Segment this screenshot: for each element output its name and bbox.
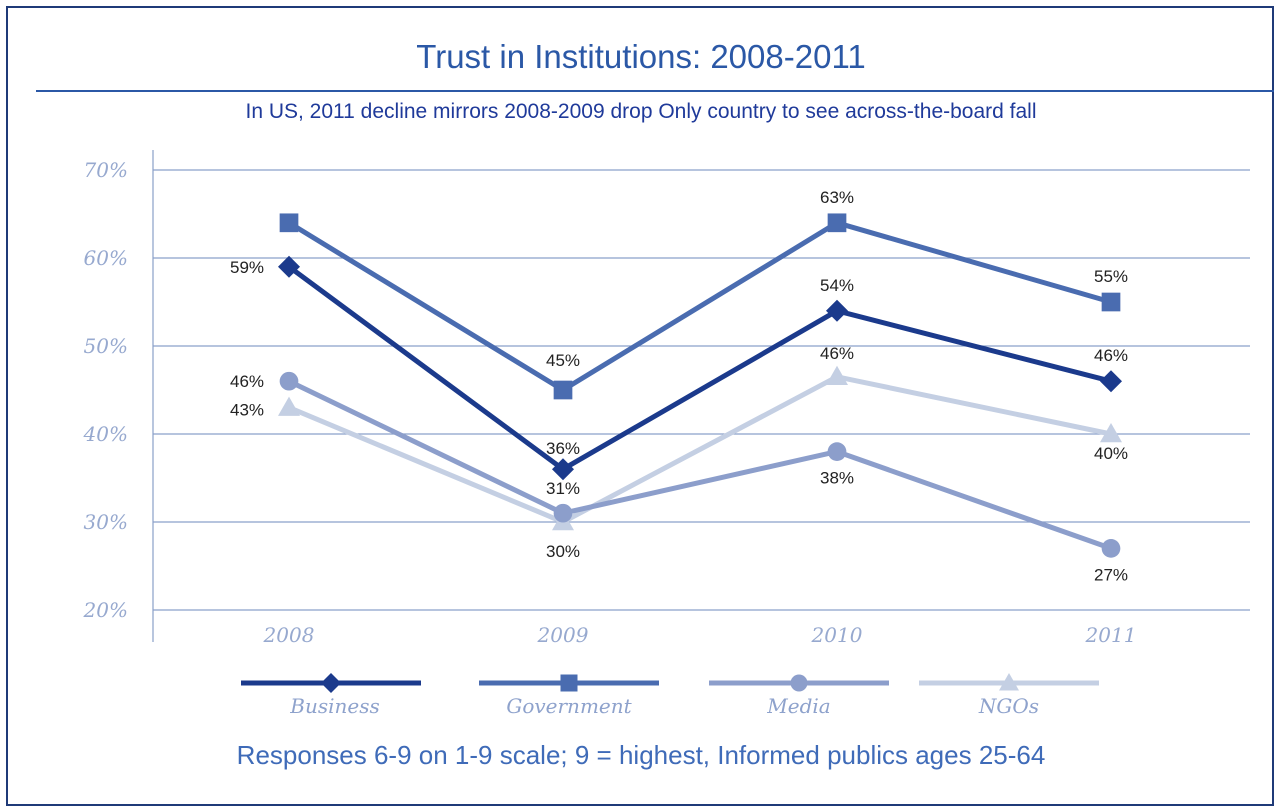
data-point-government (279, 213, 299, 233)
data-label-media: 46% (230, 372, 264, 391)
legend-label-media: Media (766, 694, 830, 718)
data-point-ngos (826, 365, 848, 386)
data-point-media (553, 503, 573, 523)
y-tick-label: 20% (83, 598, 128, 622)
data-point-government (827, 213, 847, 233)
data-point-ngos (1100, 423, 1122, 443)
x-tick-label: 2010 (811, 623, 863, 647)
y-tick-label: 30% (84, 510, 128, 534)
x-tick-label: 2008 (263, 623, 315, 647)
data-label-media: 38% (820, 469, 854, 488)
data-point-government (553, 380, 573, 400)
data-label-ngos: 40% (1094, 444, 1128, 463)
y-tick-label: 50% (84, 334, 128, 358)
legend-marker-government (560, 674, 578, 692)
data-label-ngos: 30% (546, 542, 580, 561)
legend-label-business: Business (289, 694, 379, 718)
series-line-business (287, 264, 1112, 472)
data-label-government: 55% (1094, 267, 1128, 286)
legend-label-government: Government (506, 694, 632, 718)
y-tick-label: 70% (84, 158, 128, 182)
legend-marker-business (321, 673, 341, 693)
data-point-media (279, 371, 299, 391)
legend-marker-media (790, 674, 808, 692)
x-tick-label: 2009 (537, 623, 589, 647)
series-line-media (287, 378, 1112, 551)
chart-frame (6, 6, 1274, 806)
y-tick-label: 60% (84, 246, 128, 270)
data-point-business (826, 299, 848, 322)
data-point-ngos (278, 396, 300, 416)
data-point-business (1100, 370, 1122, 393)
legend-label-ngos: NGOs (978, 694, 1039, 718)
data-label-government: 45% (546, 351, 580, 370)
chart-subtitle: In US, 2011 decline mirrors 2008-2009 dr… (245, 100, 1037, 123)
data-label-business: 46% (1094, 346, 1128, 365)
x-tick-label: 2011 (1085, 623, 1137, 647)
data-point-business (552, 458, 574, 481)
data-label-ngos: 46% (820, 344, 854, 363)
data-label-media: 31% (546, 479, 580, 498)
data-label-ngos: 43% (230, 401, 264, 420)
data-label-business: 36% (546, 439, 580, 458)
series-line-ngos (288, 374, 1112, 525)
chart-title: Trust in Institutions: 2008-2011 (416, 38, 866, 75)
y-tick-label: 40% (83, 422, 128, 446)
data-label-media: 27% (1094, 565, 1128, 584)
title-divider (36, 90, 1274, 92)
data-label-business: 59% (230, 258, 264, 277)
legend-marker-ngos (999, 673, 1019, 691)
chart-footnote: Responses 6-9 on 1-9 scale; 9 = highest,… (236, 740, 1046, 770)
data-point-business (278, 255, 300, 278)
series-line-government (287, 220, 1112, 393)
data-point-government (1101, 292, 1121, 312)
data-label-business: 54% (820, 276, 854, 295)
data-label-government: 63% (820, 188, 854, 207)
data-point-media (1101, 539, 1121, 558)
data-point-media (827, 442, 847, 461)
